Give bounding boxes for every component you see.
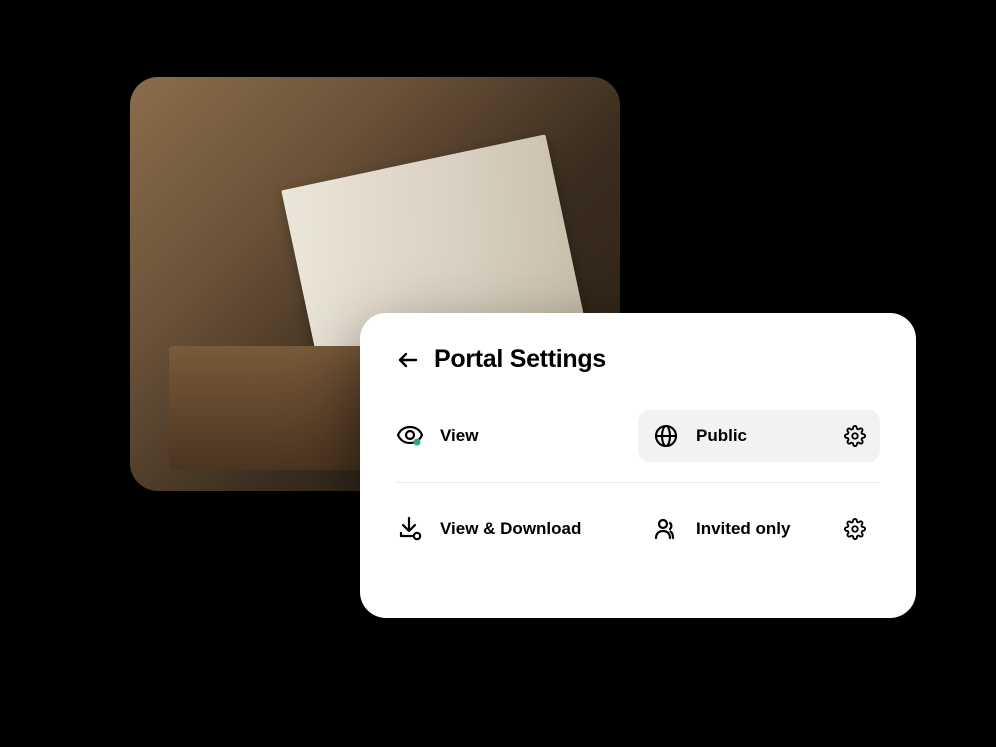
settings-gear-button[interactable] <box>844 425 866 447</box>
permission-option-view-download[interactable]: View & Download <box>396 515 638 543</box>
visibility-option-invited[interactable]: Invited only <box>638 503 880 555</box>
download-icon <box>396 515 424 543</box>
permission-label: View & Download <box>440 519 638 539</box>
permission-option-view[interactable]: View <box>396 422 638 450</box>
card-header: Portal Settings <box>396 345 880 374</box>
settings-row: View & Download Invited only <box>396 495 880 563</box>
visibility-label: Public <box>696 426 828 446</box>
permission-label: View <box>440 426 638 446</box>
gear-icon <box>844 425 866 447</box>
back-button[interactable] <box>396 348 420 372</box>
visibility-label: Invited only <box>696 519 828 539</box>
globe-icon <box>652 422 680 450</box>
eye-icon <box>396 422 424 450</box>
row-divider <box>396 482 880 483</box>
arrow-left-icon <box>396 348 420 372</box>
portal-settings-card: Portal Settings View Public <box>360 313 916 618</box>
settings-gear-button[interactable] <box>844 518 866 540</box>
visibility-option-public[interactable]: Public <box>638 410 880 462</box>
card-title: Portal Settings <box>434 345 606 374</box>
users-icon <box>652 515 680 543</box>
settings-row: View Public <box>396 402 880 470</box>
gear-icon <box>844 518 866 540</box>
